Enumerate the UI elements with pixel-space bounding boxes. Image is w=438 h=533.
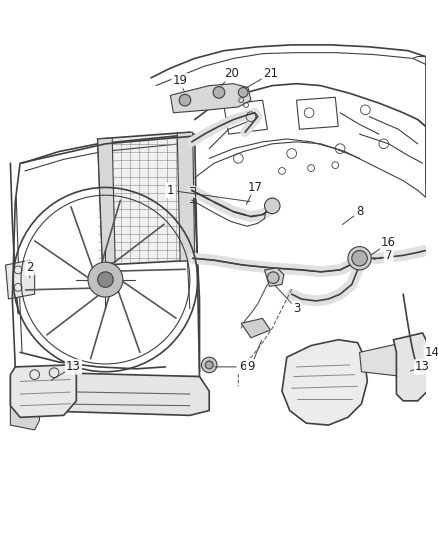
- Polygon shape: [170, 84, 251, 113]
- Polygon shape: [11, 365, 76, 417]
- Circle shape: [238, 87, 248, 97]
- Circle shape: [98, 272, 113, 287]
- Circle shape: [348, 247, 371, 270]
- Text: 6: 6: [240, 360, 247, 374]
- Text: 16: 16: [381, 236, 396, 249]
- Text: 14: 14: [425, 346, 438, 359]
- Circle shape: [201, 357, 217, 373]
- Polygon shape: [241, 318, 270, 338]
- Text: 13: 13: [415, 360, 430, 374]
- Polygon shape: [15, 372, 209, 415]
- Text: 7: 7: [385, 249, 392, 262]
- Text: 3: 3: [293, 302, 300, 315]
- Circle shape: [88, 262, 123, 297]
- Circle shape: [205, 361, 213, 369]
- Text: 17: 17: [247, 181, 262, 194]
- Polygon shape: [6, 260, 35, 299]
- Text: 21: 21: [263, 68, 278, 80]
- Text: 8: 8: [356, 205, 363, 218]
- Text: 9: 9: [247, 360, 254, 374]
- Polygon shape: [265, 268, 284, 286]
- Polygon shape: [393, 333, 427, 401]
- Text: 20: 20: [224, 68, 239, 80]
- Polygon shape: [282, 340, 367, 425]
- Text: 2: 2: [26, 262, 34, 274]
- Circle shape: [265, 198, 280, 214]
- Text: 1: 1: [167, 184, 174, 197]
- Text: 13: 13: [66, 360, 81, 374]
- Circle shape: [213, 86, 225, 98]
- Circle shape: [179, 94, 191, 106]
- Polygon shape: [11, 377, 39, 430]
- Polygon shape: [98, 138, 115, 265]
- Text: 19: 19: [173, 74, 187, 87]
- Polygon shape: [177, 132, 194, 261]
- Circle shape: [268, 272, 279, 284]
- Circle shape: [352, 251, 367, 266]
- Polygon shape: [360, 343, 413, 377]
- Polygon shape: [98, 132, 194, 265]
